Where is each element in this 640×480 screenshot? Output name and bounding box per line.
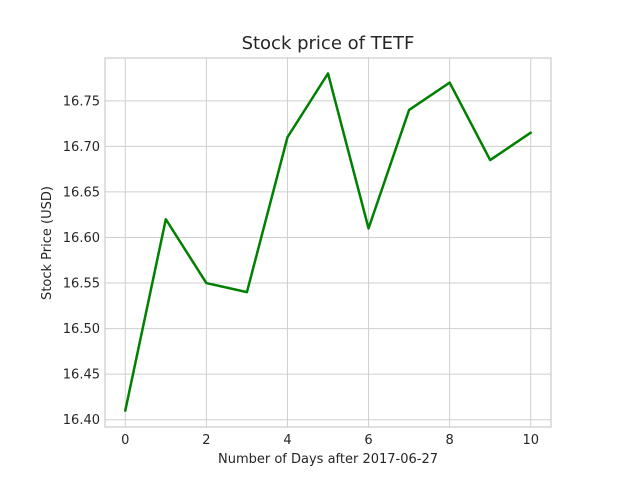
y-tick-label: 16.45	[63, 368, 100, 383]
y-tick-label: 16.75	[63, 94, 100, 109]
y-tick-label: 16.55	[63, 277, 100, 292]
y-tick-label: 16.40	[63, 413, 100, 428]
series-layer	[124, 72, 532, 412]
chart-title: Stock price of TETF	[242, 33, 415, 54]
x-tick-label: 6	[364, 433, 372, 448]
y-tick-label: 16.65	[63, 185, 100, 200]
x-axis-label: Number of Days after 2017-06-27	[218, 452, 438, 467]
x-tick-label: 4	[283, 433, 291, 448]
x-tick-label: 10	[522, 433, 539, 448]
x-axis-ticks: 0 2 4 6 8 10	[121, 433, 539, 448]
x-tick-label: 8	[445, 433, 453, 448]
y-tick-label: 16.50	[63, 322, 100, 337]
x-tick-label: 2	[202, 433, 210, 448]
plot-frame	[104, 57, 552, 428]
y-tick-label: 16.60	[63, 231, 100, 246]
grid-layer	[105, 58, 551, 427]
x-tick-label: 0	[121, 433, 129, 448]
y-axis-ticks: 16.40 16.45 16.50 16.55 16.60 16.65 16.70 16.75	[63, 94, 100, 428]
y-axis-label: Stock Price (USD)	[40, 186, 55, 300]
series-line	[124, 72, 532, 412]
y-tick-label: 16.70	[63, 140, 100, 155]
